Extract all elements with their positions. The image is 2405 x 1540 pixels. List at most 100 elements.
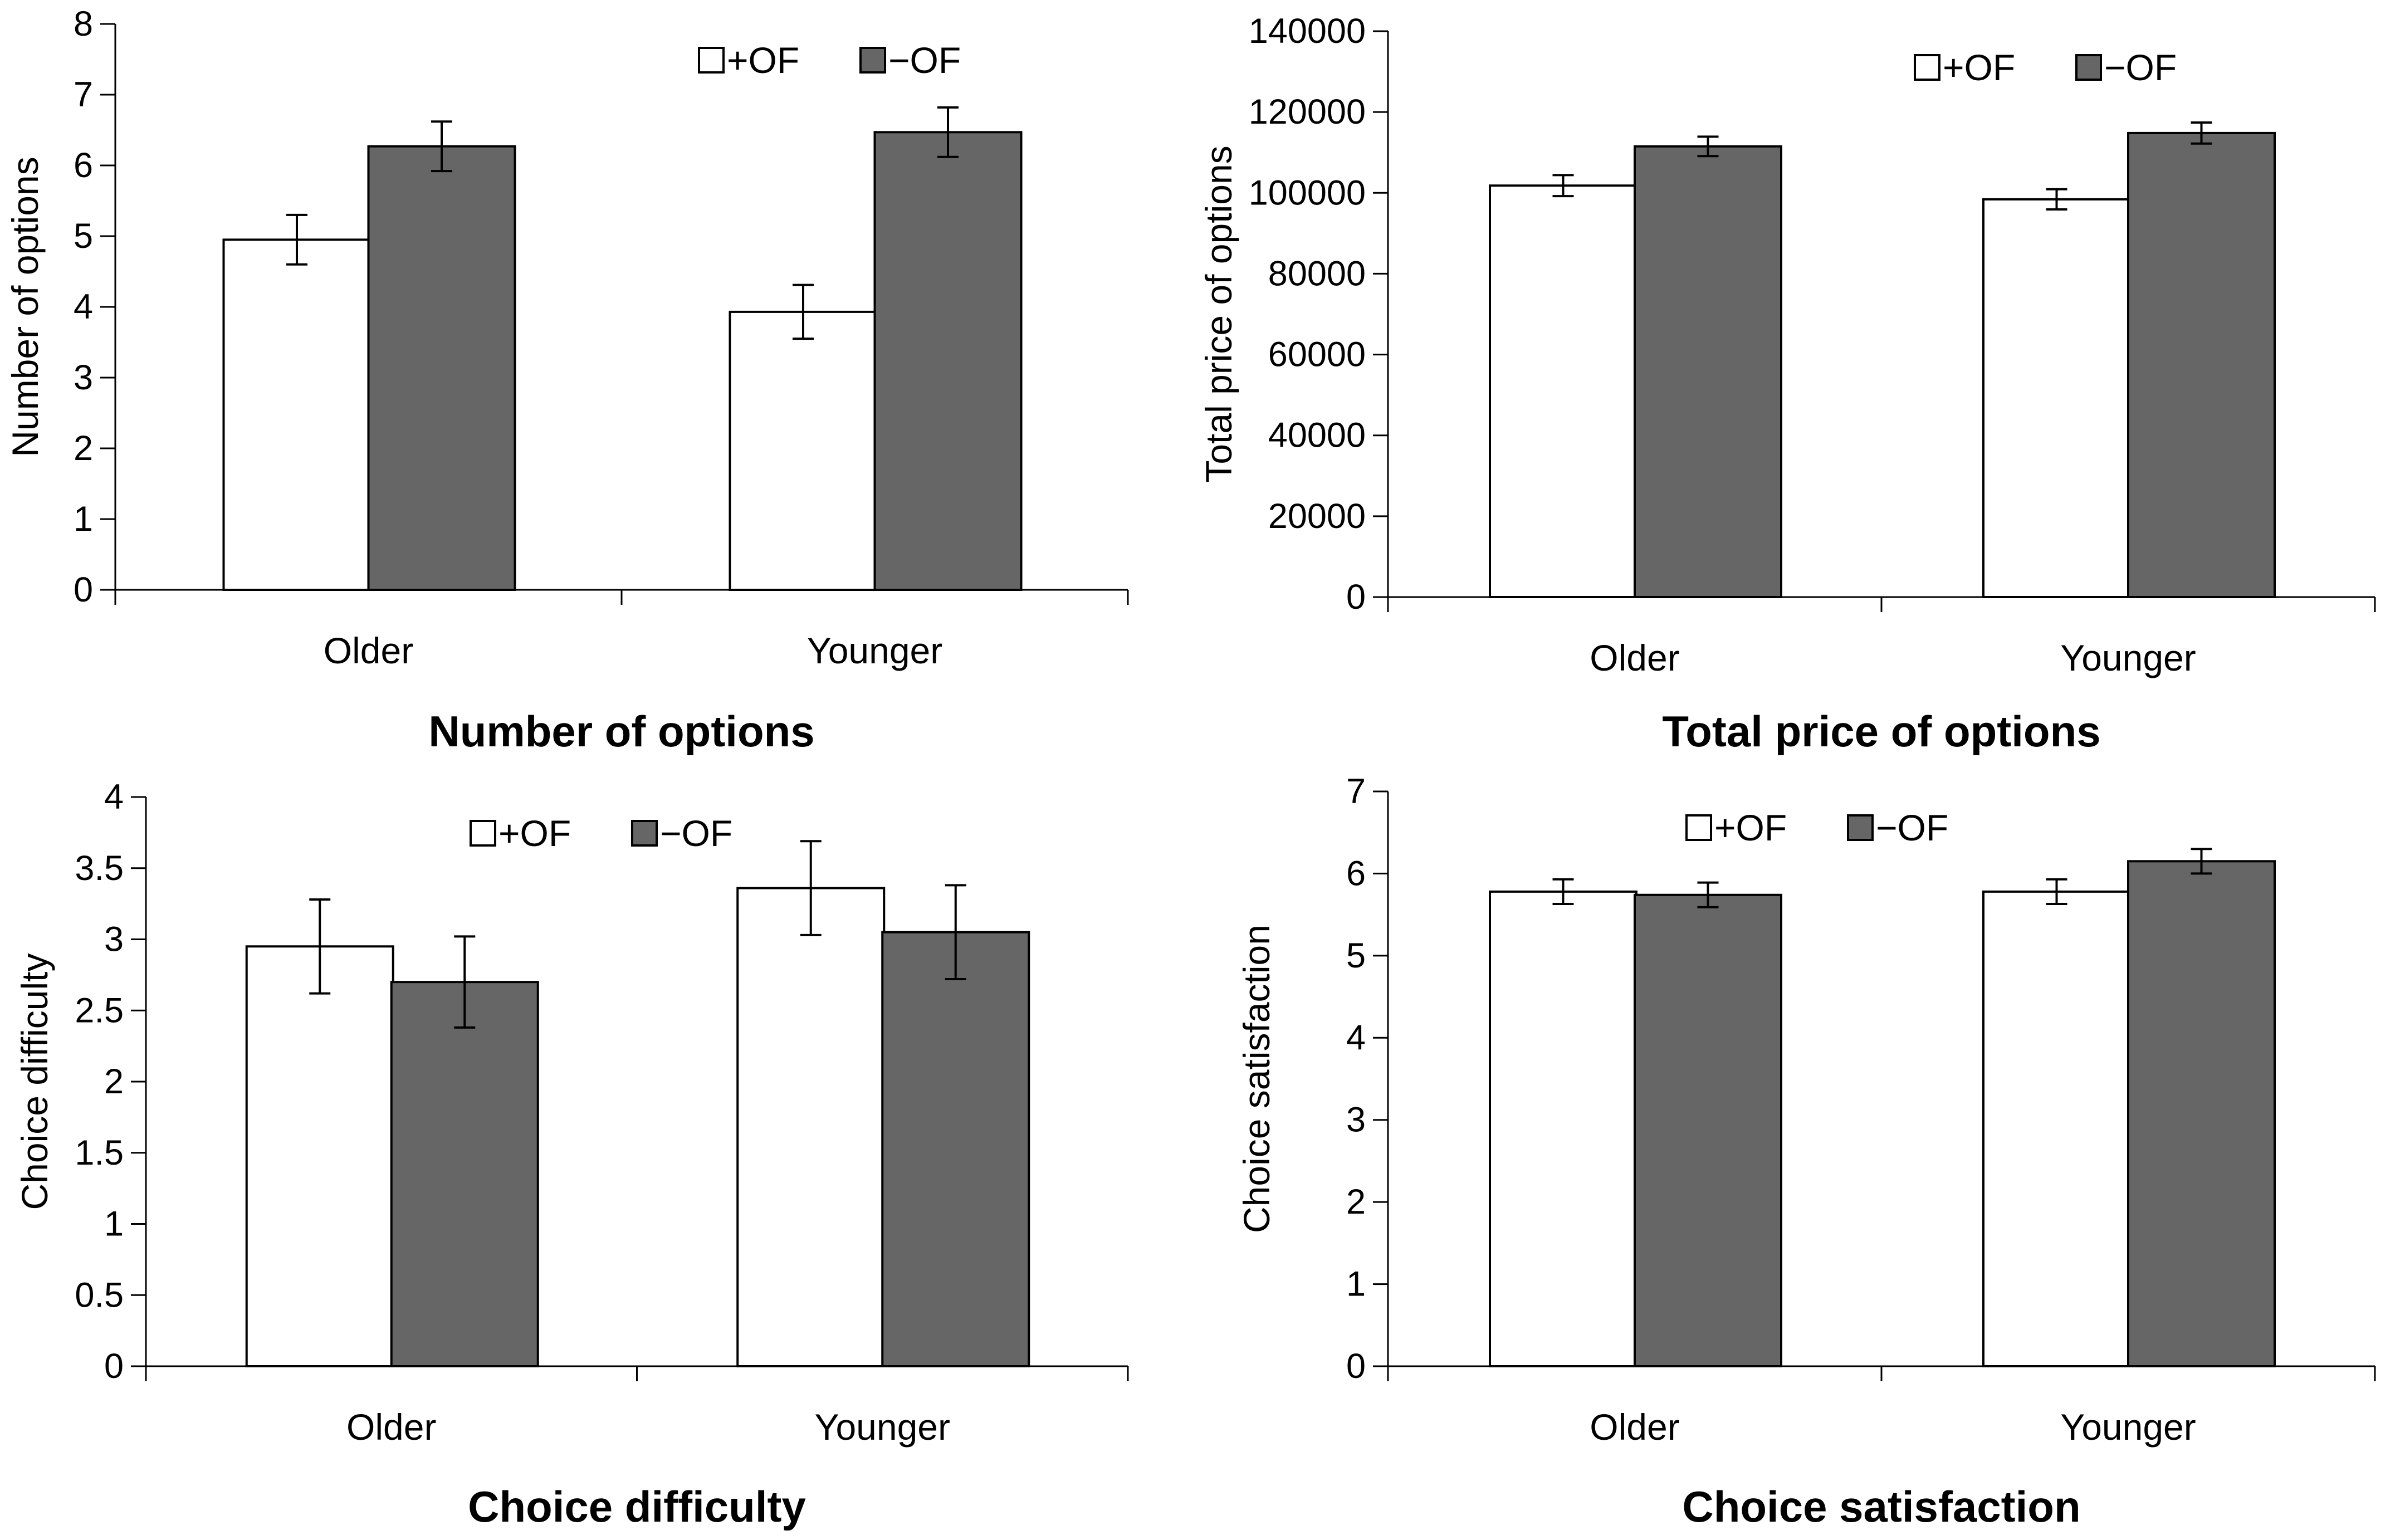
error-bar (1697, 881, 1719, 908)
y-tick-label: 0 (74, 570, 93, 609)
error-bar (2046, 188, 2067, 211)
bar-plus-of-older (222, 238, 371, 591)
y-tick-label: 1 (74, 500, 93, 539)
bar-plus-of-older (245, 945, 394, 1367)
y-tick-label: 5 (74, 217, 93, 256)
bar-minus-of-older (390, 981, 539, 1367)
y-tick-label: 40000 (1268, 416, 1366, 455)
legend-swatch (631, 820, 658, 847)
x-category-label: Older (324, 630, 413, 671)
y-tick-label: 60000 (1268, 335, 1366, 374)
x-category-label: Younger (2060, 1406, 2196, 1448)
y-axis-title: Choice difficulty (14, 953, 55, 1210)
y-tick-label: 0.5 (75, 1275, 124, 1314)
legend-item-minus-of: −OF (631, 813, 732, 854)
chart-title: Total price of options (1662, 707, 2100, 756)
y-tick-label: 6 (74, 146, 93, 185)
bar-minus-of-younger (2127, 860, 2276, 1368)
error-bar (793, 283, 814, 340)
y-tick-label: 4 (74, 287, 93, 326)
y-tick-label: 0 (1346, 1347, 1366, 1386)
y-tick-label: 100000 (1249, 173, 1366, 212)
chart-1: 0 1 2 3 4 5 6 7 8 Older Younger Number of options +O… (4, 4, 1129, 756)
error-bar (945, 884, 966, 981)
legend-label: −OF (660, 813, 732, 854)
legend-swatch (698, 47, 725, 74)
y-tick-label: 8 (74, 4, 93, 43)
x-category-label: Younger (807, 630, 942, 671)
error-bar (1697, 135, 1719, 158)
y-axis-title: Total price of options (1198, 145, 1239, 482)
legend-label: −OF (888, 40, 961, 81)
x-category-label: Older (1590, 637, 1679, 678)
bar-minus-of-older (1634, 893, 1782, 1367)
legend-swatch (1914, 54, 1940, 81)
y-tick-label: 1.5 (75, 1133, 124, 1172)
bar-minus-of-older (367, 145, 516, 591)
bar-plus-of-older (1489, 890, 1637, 1368)
y-tick-label: 5 (1346, 936, 1366, 975)
chart-title: Choice difficulty (468, 1482, 806, 1531)
y-tick-label: 4 (1346, 1018, 1366, 1057)
legend-item-plus-of: +OF (470, 813, 571, 854)
legend-swatch (2075, 54, 2102, 81)
x-category-label: Younger (815, 1406, 950, 1448)
error-bar (2191, 848, 2212, 875)
y-tick-label: 3 (104, 920, 124, 959)
y-tick-label: 7 (74, 75, 93, 114)
chart-title: Number of options (428, 707, 814, 756)
legend-label: −OF (2104, 47, 2177, 88)
y-tick-label: 7 (1346, 772, 1366, 811)
bar-plus-of-younger (729, 310, 878, 591)
x-category-label: Older (1590, 1406, 1679, 1448)
x-category-label: Older (346, 1406, 436, 1448)
y-tick-label: 120000 (1249, 92, 1366, 131)
error-bar (2191, 121, 2212, 145)
y-tick-label: 4 (104, 778, 124, 817)
y-tick-label: 1 (104, 1205, 124, 1244)
error-bar (1552, 878, 1574, 905)
error-bar (286, 213, 307, 266)
legend-label: +OF (498, 813, 571, 854)
error-bar (937, 106, 959, 158)
legend-swatch (470, 820, 496, 847)
chart-4: 0 1 2 3 4 5 6 7 Older Younger Choice satisfaction +… (1236, 772, 2376, 1531)
legend-swatch (1847, 814, 1874, 841)
bar-minus-of-younger (881, 931, 1030, 1367)
y-axis-title: Choice satisfaction (1236, 925, 1277, 1233)
y-tick-label: 2.5 (75, 991, 124, 1030)
y-axis-title: Number of options (4, 157, 46, 457)
bar-minus-of-older (1634, 145, 1782, 599)
chart-2: 0 20000 40000 60000 80000 100000 120000 140000 O… (1198, 12, 2376, 756)
error-bar (1552, 174, 1574, 198)
bar-plus-of-younger (736, 887, 886, 1367)
error-bar (2046, 878, 2067, 905)
y-tick-label: 3 (74, 358, 93, 397)
y-tick-label: 2 (104, 1062, 124, 1101)
y-tick-label: 0 (1346, 578, 1366, 617)
y-tick-label: 6 (1346, 854, 1366, 893)
legend-item-plus-of: +OF (698, 40, 799, 81)
legend-item-minus-of: −OF (859, 40, 961, 81)
bar-plus-of-younger (1982, 198, 2131, 598)
bar-minus-of-younger (873, 131, 1023, 591)
x-category-label: Younger (2060, 637, 2196, 678)
legend-label: −OF (1876, 807, 1948, 848)
y-tick-label: 3 (1346, 1101, 1366, 1140)
legend-label: +OF (727, 40, 799, 81)
y-tick-label: 2 (74, 429, 93, 468)
y-tick-label: 80000 (1268, 254, 1366, 293)
y-tick-label: 2 (1346, 1182, 1366, 1221)
legend-item-plus-of: +OF (1685, 807, 1787, 848)
y-tick-label: 3.5 (75, 849, 124, 888)
chart-title: Choice satisfaction (1682, 1482, 2080, 1531)
error-bar (431, 120, 452, 173)
legend-swatch (1685, 814, 1712, 841)
error-bar (800, 840, 822, 936)
legend-item-minus-of: −OF (2075, 47, 2177, 88)
y-tick-label: 20000 (1268, 497, 1366, 536)
legend-item-plus-of: +OF (1914, 47, 2015, 88)
legend-item-minus-of: −OF (1847, 807, 1948, 848)
